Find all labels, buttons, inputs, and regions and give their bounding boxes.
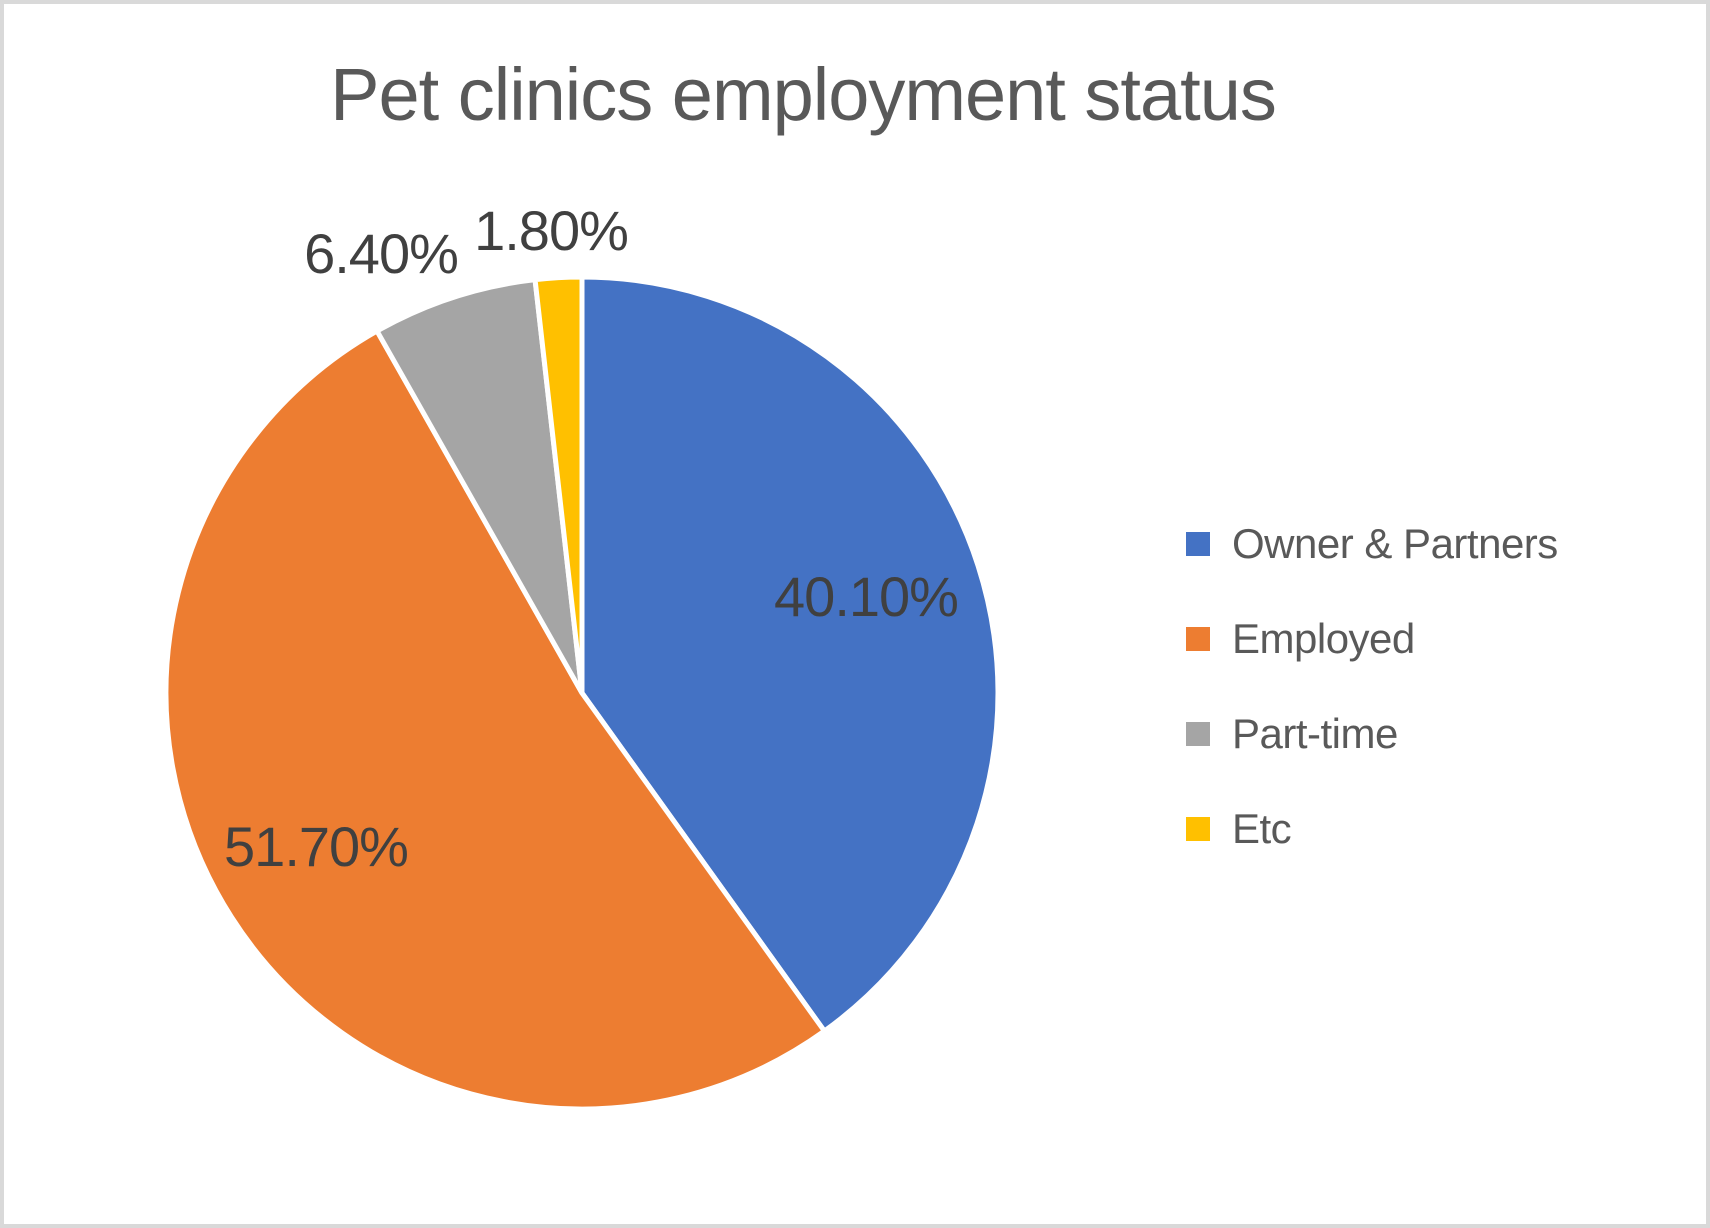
pie-slice-etc [532,274,585,694]
legend-label-etc: Etc [1232,805,1292,852]
legend-label-employed: Employed [1232,615,1415,662]
legend-item-part-time: Part-time [1186,710,1558,758]
legend-color-swatch-owner-partners [1186,532,1210,556]
legend-item-etc: Etc [1186,805,1558,853]
pie-slice-employed [163,327,828,1112]
legend-item-owner-partners: Owner & Partners [1186,520,1558,568]
legend-color-swatch-employed [1186,627,1210,651]
pie-chart-svg [163,274,1001,1112]
legend-label-owner-partners: Owner & Partners [1232,520,1558,567]
chart-title: Pet clinics employment status [330,53,1277,136]
pie-slice-part-time [373,276,585,695]
pie-slice-owner-partners [579,274,1001,1035]
pie-data-label-owner-partners: 40.10% [774,565,959,628]
legend-label-part-time: Part-time [1232,710,1398,757]
legend-color-swatch-etc [1186,817,1210,841]
pie-data-label-etc: 1.80% [474,199,629,262]
chart-legend: Owner & Partners Employed Part-time Etc [1186,520,1558,853]
legend-item-employed: Employed [1186,615,1558,663]
pie-data-label-part-time: 6.40% [304,222,459,285]
legend-color-swatch-part-time [1186,722,1210,746]
pie-data-label-employed: 51.70% [224,815,409,878]
